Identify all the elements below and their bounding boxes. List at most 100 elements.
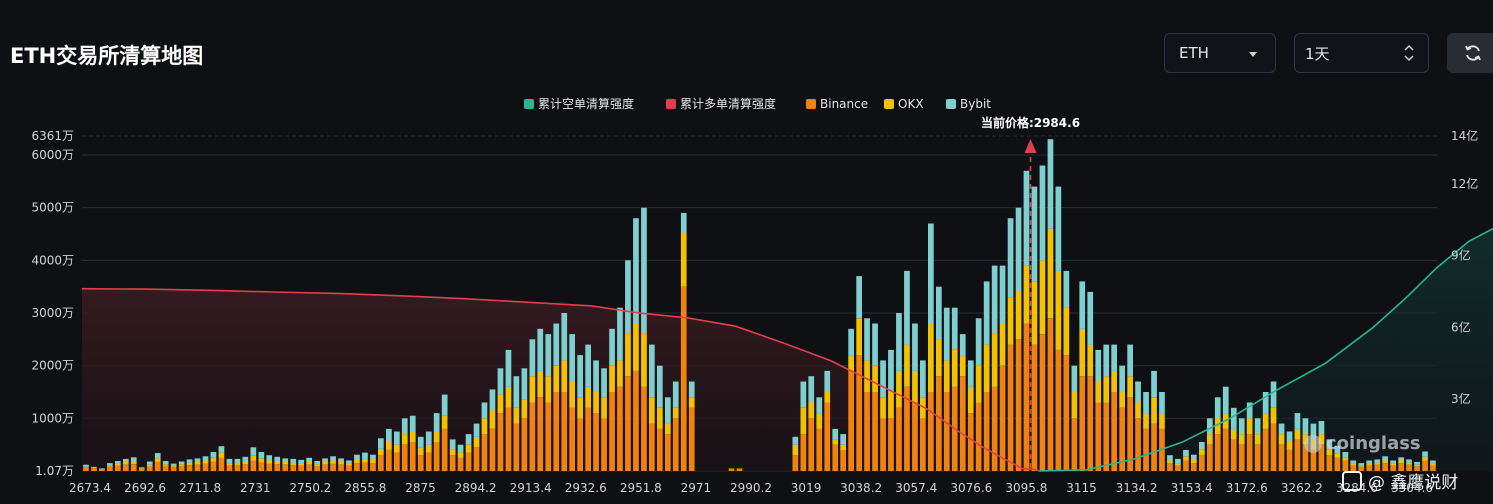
- bar-binance: [1135, 418, 1141, 471]
- asset-select[interactable]: ETH: [1164, 33, 1276, 73]
- bar-bybit: [1310, 423, 1317, 440]
- bar-bybit: [1103, 344, 1110, 377]
- bar-binance: [505, 407, 512, 471]
- bar-bybit: [1350, 460, 1357, 464]
- bar-binance: [888, 418, 894, 471]
- bar-binance: [354, 463, 360, 471]
- bar-binance: [872, 392, 878, 471]
- bar-bybit: [1278, 423, 1285, 435]
- bar-okx: [226, 463, 233, 466]
- bar-binance: [394, 452, 400, 471]
- bar-binance: [401, 444, 408, 471]
- legend: 累计空单清算强度 累计多单清算强度 Binance OKX Bybit: [524, 96, 991, 111]
- bar-okx: [409, 431, 416, 442]
- bar-bybit: [1135, 381, 1141, 403]
- bar-binance: [306, 464, 312, 471]
- bar-okx: [1398, 460, 1404, 464]
- bar-bybit: [872, 323, 878, 366]
- bar-okx: [1262, 413, 1269, 429]
- y-axis-labels: 1.07万 1000万 2000万 3000万 4000万 5000万 6000万 6361万…: [31, 128, 1478, 478]
- bar-binance: [1278, 444, 1285, 471]
- bar-bybit: [362, 452, 368, 459]
- bar-bybit: [1430, 460, 1436, 464]
- bar-okx: [1103, 376, 1110, 403]
- bar-bybit: [1374, 459, 1381, 463]
- bar-bybit: [888, 349, 894, 392]
- bar-binance: [649, 423, 655, 471]
- bar-okx: [609, 365, 615, 392]
- bar-okx: [1246, 418, 1253, 435]
- bar-okx: [1039, 260, 1046, 334]
- bar-bybit: [680, 212, 687, 234]
- bar-okx: [529, 376, 536, 403]
- bar-binance: [529, 402, 536, 471]
- bar-bybit: [1167, 455, 1173, 461]
- bar-bybit: [314, 461, 320, 465]
- bar-bybit: [1087, 291, 1094, 345]
- bar-binance: [1055, 349, 1062, 471]
- asset-select-value: ETH: [1179, 44, 1209, 62]
- bar-okx: [1071, 392, 1078, 419]
- bar-binance: [465, 452, 472, 471]
- bar-binance: [1199, 455, 1205, 471]
- bar-okx: [473, 436, 480, 448]
- bar-bybit: [298, 459, 304, 464]
- bar-okx: [617, 360, 623, 387]
- bar-okx: [657, 407, 663, 429]
- bar-okx: [625, 334, 631, 377]
- author-watermark: @ 鑫鹰说财: [1342, 468, 1458, 493]
- bar-okx: [1334, 453, 1341, 458]
- bar-binance: [959, 376, 966, 471]
- bar-binance: [1151, 423, 1157, 471]
- legend-label: OKX: [898, 97, 924, 111]
- bar-bybit: [266, 455, 273, 461]
- bar-okx: [401, 434, 408, 445]
- bar-bybit: [1127, 344, 1133, 377]
- bar-bybit: [489, 389, 496, 411]
- bar-binance: [1374, 464, 1381, 471]
- bar-binance: [561, 392, 568, 471]
- x-tick-label: 2750.2: [289, 481, 331, 495]
- bar-binance: [928, 392, 934, 471]
- bar-binance: [322, 464, 328, 471]
- bar-binance: [282, 464, 289, 471]
- bar-okx: [314, 464, 320, 467]
- x-tick-label: 3134.2: [1116, 481, 1158, 495]
- bar-okx: [130, 461, 137, 465]
- refresh-button[interactable]: [1447, 33, 1493, 73]
- bar-binance: [1023, 323, 1030, 471]
- bar-bybit: [1095, 349, 1102, 382]
- bar-okx: [912, 370, 918, 403]
- bar-binance: [115, 465, 121, 471]
- bar-bybit: [1214, 397, 1221, 419]
- bar-binance: [162, 465, 169, 471]
- bar-okx: [848, 355, 854, 371]
- bar-okx: [1366, 463, 1373, 466]
- bar-bybit: [250, 447, 257, 456]
- bar-okx: [178, 464, 185, 467]
- bar-okx: [880, 397, 886, 419]
- bar-binance: [298, 465, 304, 471]
- bar-binance: [457, 457, 464, 471]
- bar-bybit: [1159, 392, 1165, 414]
- bar-bybit: [569, 334, 575, 382]
- bar-binance: [1326, 455, 1333, 471]
- short-cum-area: [1038, 228, 1493, 471]
- bar-okx: [1358, 465, 1365, 467]
- bar-okx: [1382, 460, 1388, 464]
- coinglass-watermark: coinglass: [1304, 433, 1421, 454]
- bar-bybit: [1302, 418, 1309, 435]
- bar-bybit: [386, 428, 392, 443]
- bar-bybit: [593, 360, 599, 392]
- time-range-select[interactable]: 1天: [1294, 33, 1429, 73]
- bar-binance: [1087, 376, 1094, 471]
- bar-binance: [912, 402, 918, 471]
- x-tick-label: 3115: [1066, 481, 1097, 495]
- bar-binance: [1302, 444, 1309, 471]
- bar-okx: [1167, 460, 1173, 464]
- bar-bybit: [338, 458, 344, 463]
- x-tick-label: 2673.4: [69, 481, 111, 495]
- bar-okx: [394, 444, 400, 453]
- bar-bybit: [537, 328, 544, 371]
